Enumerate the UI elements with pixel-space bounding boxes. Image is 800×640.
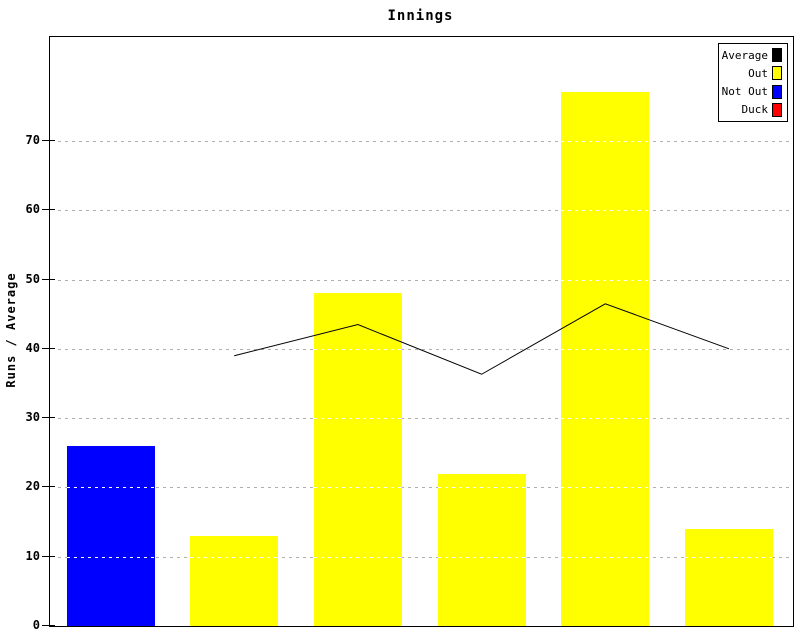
bar-gridline-overlay — [561, 487, 650, 489]
bar-innings-3-out — [313, 293, 402, 626]
legend-swatch-icon — [772, 48, 782, 63]
gridline-60 — [58, 210, 793, 212]
legend-label: Average — [721, 48, 768, 62]
bar-innings-1-not-out — [66, 445, 155, 626]
gridline-50 — [58, 279, 793, 281]
y-tick-label-50: 50 — [25, 271, 40, 286]
y-tick-label-40: 40 — [25, 340, 40, 355]
y-tick-mark-10 — [42, 555, 55, 557]
gridline-30 — [58, 418, 793, 420]
legend-label: Not Out — [721, 85, 768, 99]
bar-innings-6-out — [685, 528, 773, 626]
bar-gridline-overlay — [313, 418, 402, 420]
bar-gridline-overlay — [561, 210, 650, 212]
bar-gridline-overlay — [66, 556, 155, 558]
gridline-10 — [58, 556, 793, 558]
y-tick-label-10: 10 — [25, 548, 40, 563]
legend-item-average: Average — [722, 46, 782, 64]
y-tick-mark-40 — [42, 347, 55, 349]
average-line — [234, 303, 730, 375]
legend-swatch-icon — [772, 84, 782, 99]
bar-gridline-overlay — [190, 556, 279, 558]
legend-item-out: Out — [722, 64, 782, 82]
bar-innings-4-out — [437, 473, 526, 626]
bar-gridline-overlay — [561, 348, 650, 350]
y-tick-label-60: 60 — [25, 202, 40, 217]
bar-gridline-overlay — [561, 140, 650, 142]
bar-innings-5-out — [561, 92, 650, 626]
bar-gridline-overlay — [313, 556, 402, 558]
gridline-40 — [58, 348, 793, 350]
y-tick-mark-20 — [42, 486, 55, 488]
y-tick-mark-60 — [42, 209, 55, 211]
gridline-70 — [58, 140, 793, 142]
y-tick-mark-30 — [42, 417, 55, 419]
bar-gridline-overlay — [561, 556, 650, 558]
legend-item-not-out: Not Out — [722, 83, 782, 101]
plot-area — [49, 36, 794, 627]
legend: Average Out Not Out Duck — [718, 43, 788, 122]
y-tick-mark-70 — [42, 139, 55, 141]
bar-gridline-overlay — [685, 556, 773, 558]
bar-gridline-overlay — [561, 279, 650, 281]
bar-gridline-overlay — [561, 418, 650, 420]
gridline-20 — [58, 487, 793, 489]
y-tick-mark-50 — [42, 278, 55, 280]
bar-gridline-overlay — [437, 556, 526, 558]
legend-swatch-icon — [772, 66, 782, 81]
bar-gridline-overlay — [66, 487, 155, 489]
chart-title: Innings — [387, 8, 454, 24]
y-tick-label-0: 0 — [32, 618, 40, 632]
legend-swatch-icon — [772, 102, 782, 117]
y-tick-label-20: 20 — [25, 479, 40, 494]
bar-gridline-overlay — [313, 487, 402, 489]
legend-item-duck: Duck — [722, 101, 782, 119]
legend-label: Duck — [741, 103, 769, 117]
y-axis-title: Runs / Average — [4, 272, 18, 388]
bar-gridline-overlay — [437, 487, 526, 489]
legend-label: Out — [748, 66, 768, 80]
y-tick-mark-0 — [42, 625, 55, 626]
y-tick-label-30: 30 — [25, 410, 40, 425]
y-tick-label-70: 70 — [25, 132, 40, 147]
bar-innings-2-out — [190, 535, 279, 626]
bar-gridline-overlay — [313, 348, 402, 350]
